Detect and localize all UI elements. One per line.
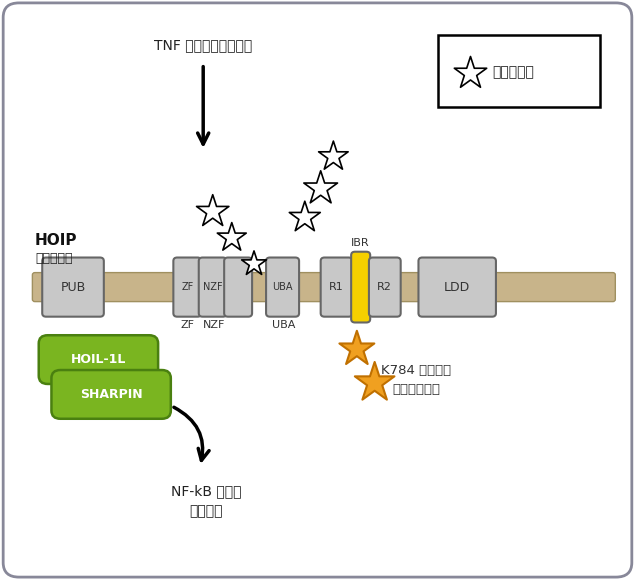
Point	[227, 233, 237, 242]
FancyBboxPatch shape	[3, 3, 632, 577]
Text: SHARPIN: SHARPIN	[80, 388, 142, 401]
Point	[465, 68, 475, 77]
FancyBboxPatch shape	[32, 273, 615, 302]
FancyBboxPatch shape	[199, 258, 227, 317]
Text: TNF サイトカイン刺激: TNF サイトカイン刺激	[154, 38, 252, 52]
FancyBboxPatch shape	[369, 258, 401, 317]
Text: K784 特異的な
ユビキチン化: K784 特異的な ユビキチン化	[381, 364, 451, 396]
Text: ユビキチン: ユビキチン	[492, 66, 534, 79]
Point	[352, 345, 362, 354]
Text: LDD: LDD	[444, 281, 471, 293]
FancyBboxPatch shape	[418, 258, 496, 317]
Text: NF-kB 活性化: NF-kB 活性化	[171, 484, 242, 498]
Point	[370, 378, 380, 387]
FancyBboxPatch shape	[173, 258, 201, 317]
Text: UBA: UBA	[272, 282, 293, 292]
FancyBboxPatch shape	[224, 258, 252, 317]
FancyBboxPatch shape	[351, 252, 370, 322]
Text: NZF: NZF	[203, 282, 222, 292]
Text: 細胞生存: 細胞生存	[190, 505, 223, 519]
FancyBboxPatch shape	[266, 258, 299, 317]
Point	[300, 213, 310, 222]
Text: HOIL-1L: HOIL-1L	[70, 353, 126, 366]
Text: ZF: ZF	[181, 282, 194, 292]
FancyBboxPatch shape	[42, 258, 104, 317]
Text: R2: R2	[377, 282, 392, 292]
Text: UBA: UBA	[272, 320, 295, 330]
Text: R1: R1	[329, 282, 344, 292]
Text: （野生型）: （野生型）	[35, 252, 72, 264]
FancyBboxPatch shape	[321, 258, 352, 317]
Text: PUB: PUB	[60, 281, 86, 293]
Point	[249, 259, 259, 269]
FancyBboxPatch shape	[39, 335, 158, 384]
Text: IBR: IBR	[351, 238, 370, 248]
Point	[208, 207, 218, 216]
FancyBboxPatch shape	[438, 35, 600, 107]
Text: ZF: ZF	[180, 320, 194, 330]
Point	[316, 184, 326, 193]
Point	[328, 152, 338, 161]
Text: NZF: NZF	[203, 320, 225, 330]
FancyBboxPatch shape	[51, 370, 171, 419]
Text: HOIP: HOIP	[35, 233, 77, 248]
